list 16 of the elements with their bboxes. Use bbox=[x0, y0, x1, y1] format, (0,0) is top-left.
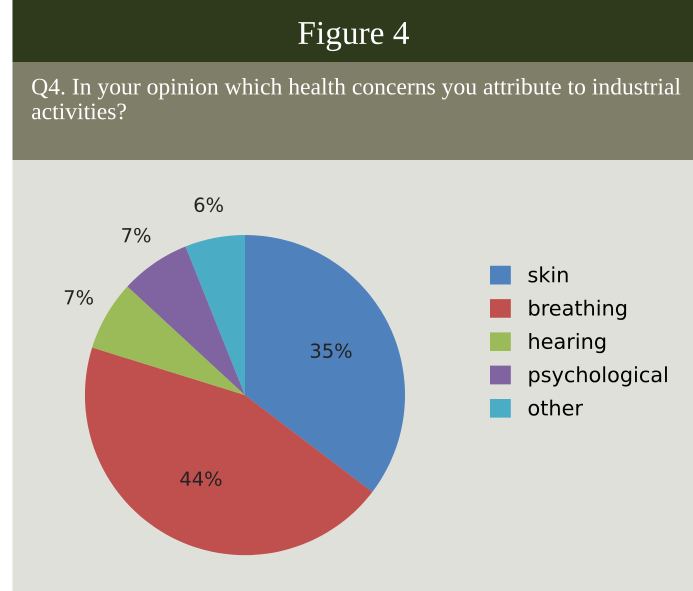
chart-title: Figure 4 bbox=[298, 22, 409, 52]
data-label: 7% bbox=[64, 290, 93, 305]
legend-label: breathing bbox=[529, 300, 626, 320]
pie-slice bbox=[185, 235, 245, 396]
data-label: 7% bbox=[122, 228, 150, 243]
data-label: 35% bbox=[310, 343, 352, 358]
pie-slice bbox=[244, 235, 406, 492]
legend-label: other bbox=[528, 400, 583, 416]
data-label: 44% bbox=[180, 471, 222, 486]
legend-label: psychological bbox=[529, 366, 667, 386]
legend-label: hearing bbox=[529, 333, 606, 354]
data-label: 6% bbox=[194, 197, 223, 212]
chart-subtitle: Q4. In your opinion which health concerns you attribute to industrial activities? bbox=[32, 78, 681, 120]
legend-label: skin bbox=[528, 266, 568, 283]
pie-slice bbox=[127, 246, 245, 396]
pie-slice bbox=[92, 286, 245, 396]
